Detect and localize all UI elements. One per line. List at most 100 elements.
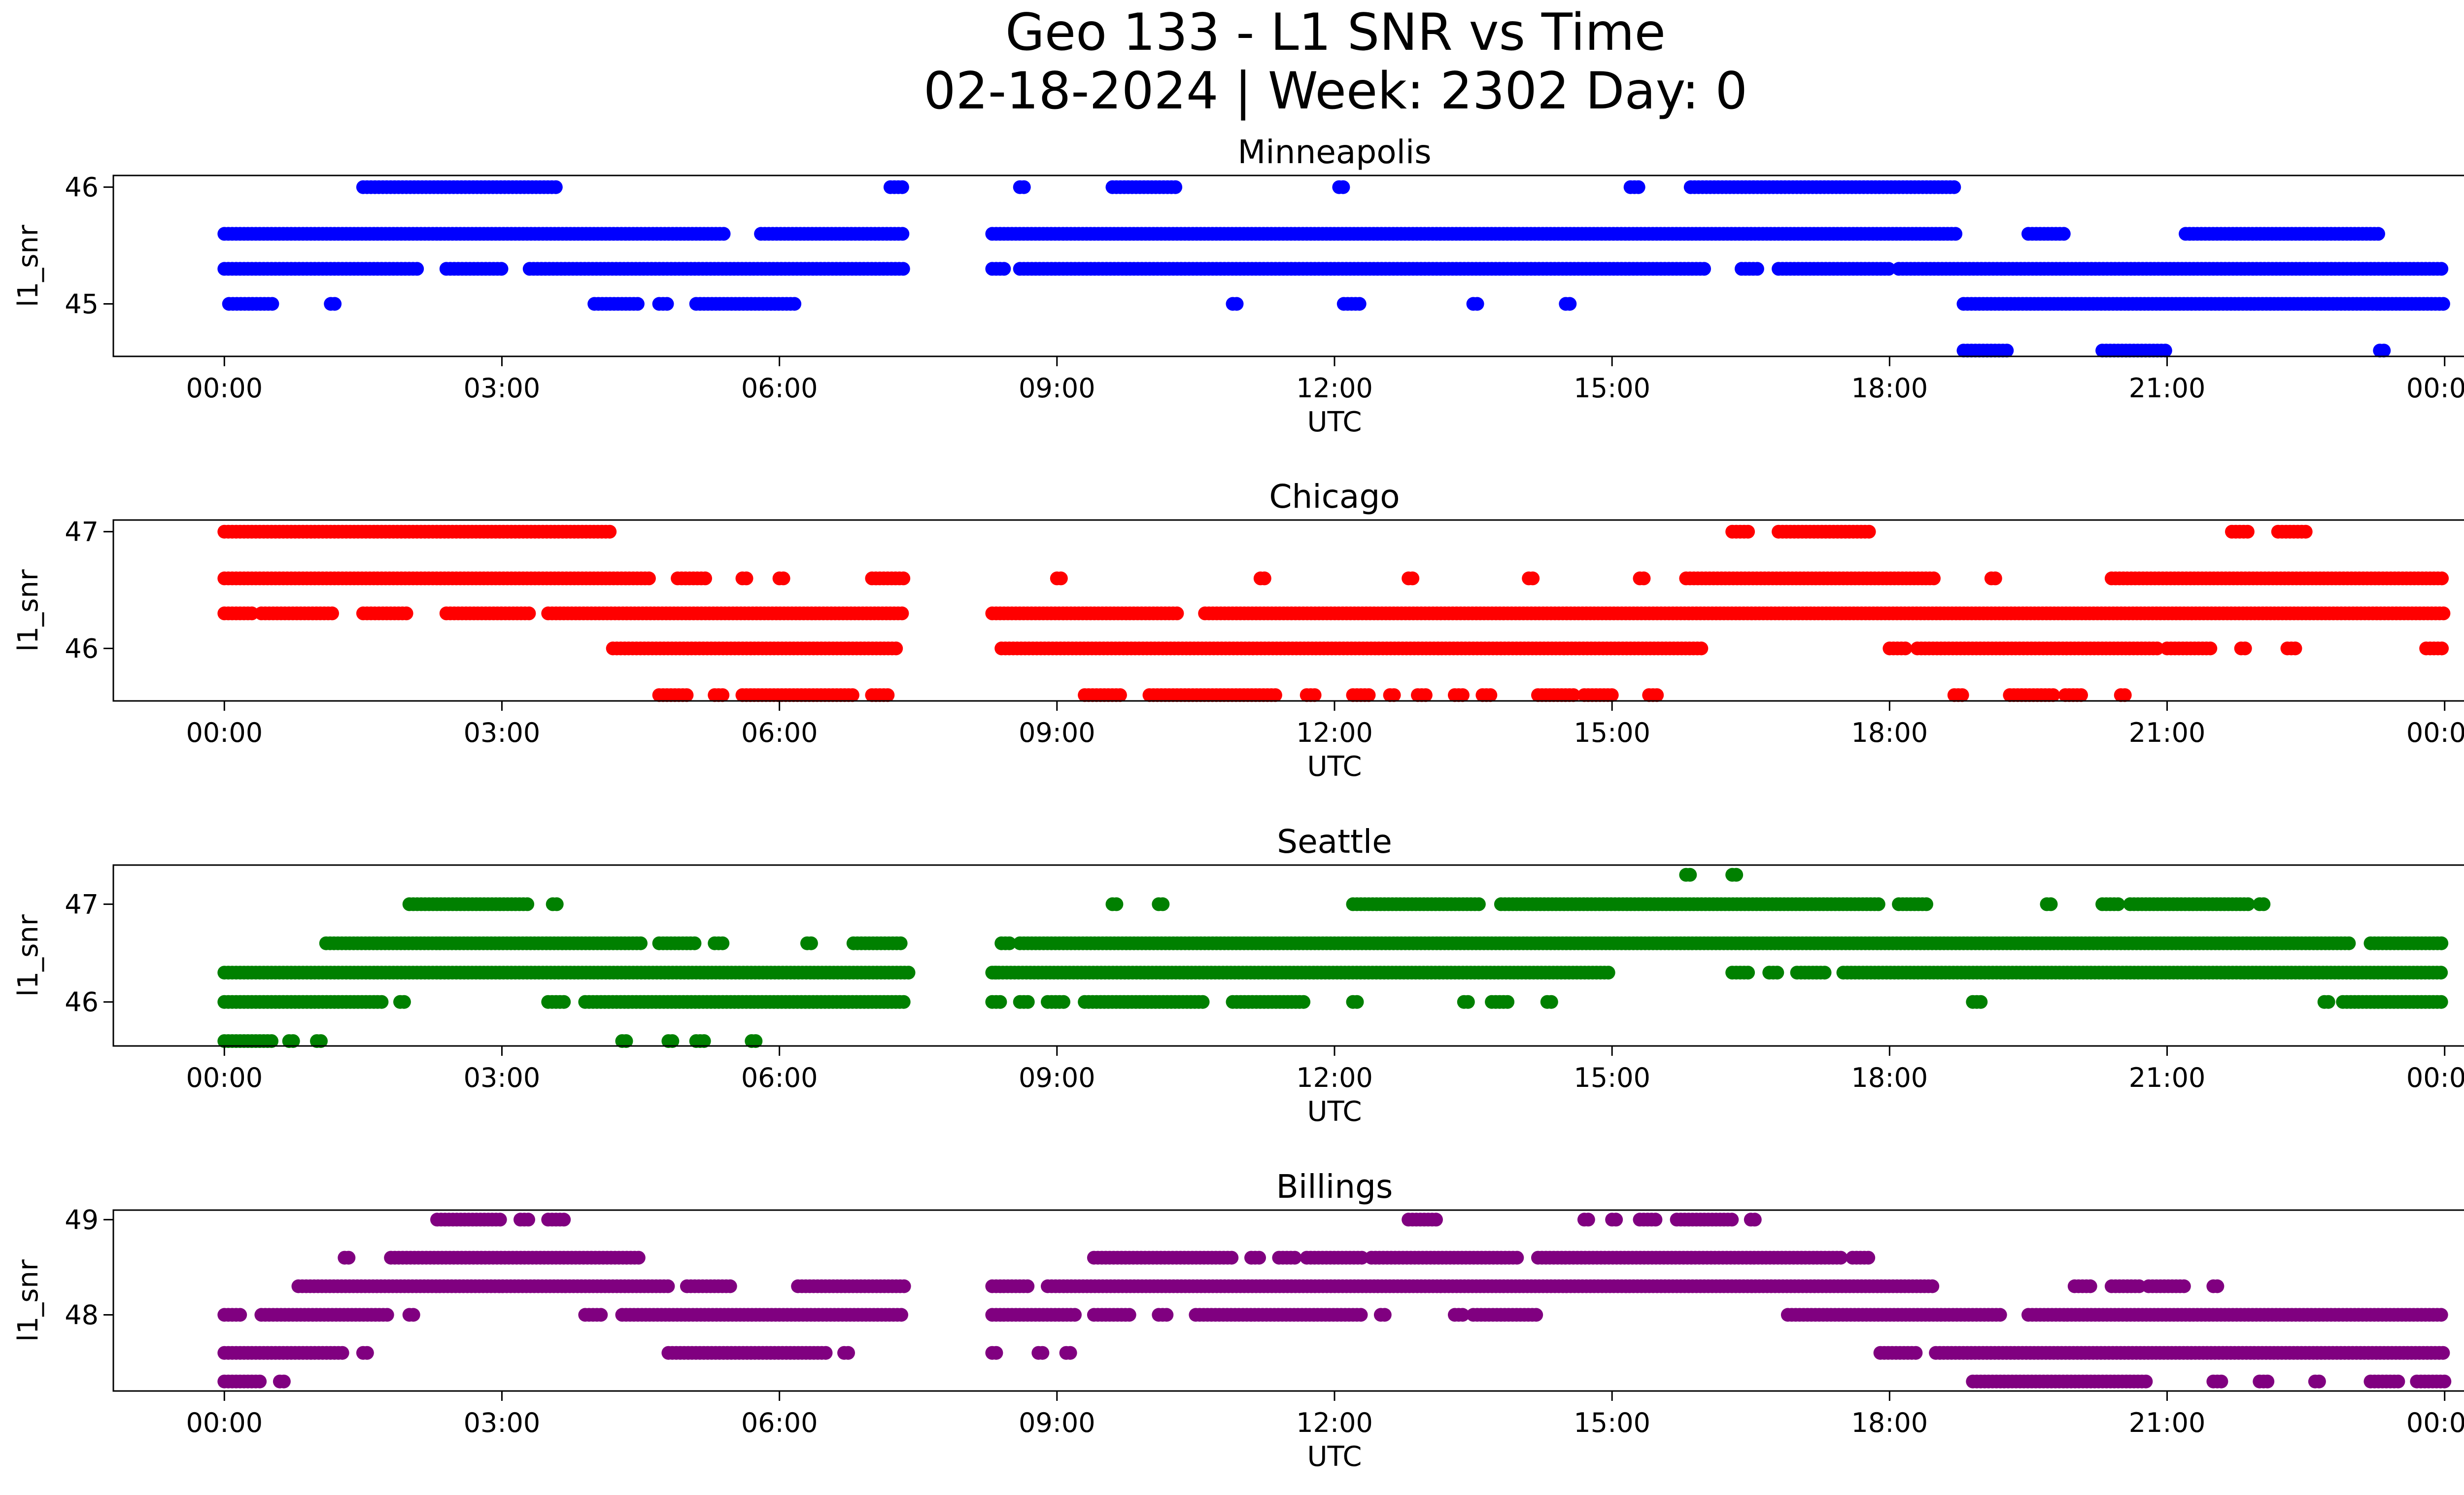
- data-point: [687, 936, 702, 950]
- data-point: [2434, 995, 2448, 1009]
- data-point: [2435, 641, 2449, 656]
- data-point: [723, 1279, 737, 1293]
- data-point: [1605, 688, 1619, 702]
- billings-points: [217, 1213, 2452, 1389]
- data-point: [2056, 227, 2071, 241]
- data-point: [1581, 1213, 1595, 1227]
- data-point: [1650, 688, 1664, 702]
- data-point: [1168, 180, 1183, 194]
- y-tick-label: 47: [65, 889, 99, 920]
- data-point: [2298, 524, 2313, 539]
- y-tick-label: 46: [65, 987, 99, 1018]
- data-point: [1017, 180, 1031, 194]
- data-point: [1770, 966, 1784, 980]
- data-point: [2434, 966, 2448, 980]
- data-point: [1021, 1279, 1035, 1293]
- data-point: [2238, 641, 2252, 656]
- data-point: [1288, 1251, 1302, 1265]
- data-point: [896, 262, 910, 276]
- data-point: [787, 297, 802, 311]
- data-point: [889, 641, 903, 656]
- data-point: [1268, 688, 1282, 702]
- figure-title-line2: 02-18-2024 | Week: 2302 Day: 0: [924, 62, 1747, 121]
- data-point: [399, 606, 413, 621]
- data-point: [997, 262, 1011, 276]
- data-point: [1955, 688, 1969, 702]
- data-point: [1725, 1213, 1739, 1227]
- data-point: [804, 936, 818, 950]
- data-point: [1307, 688, 1322, 702]
- data-point: [1021, 995, 1035, 1009]
- data-point: [2436, 297, 2450, 311]
- data-point: [1113, 688, 1127, 702]
- data-point: [1882, 262, 1896, 276]
- data-point: [897, 1279, 911, 1293]
- x-tick-label: 21:00: [2129, 373, 2206, 404]
- data-point: [2342, 936, 2356, 950]
- data-point: [1230, 297, 1244, 311]
- data-point: [1526, 571, 1540, 586]
- chicago-y-axis-label: l1_snr: [12, 569, 44, 652]
- data-point: [1501, 995, 1515, 1009]
- data-point: [642, 571, 656, 586]
- figure-title-line1: Geo 133 - L1 SNR vs Time: [1005, 3, 1666, 62]
- x-tick-label: 06:00: [741, 1062, 818, 1093]
- data-point: [1257, 571, 1271, 586]
- data-point: [1544, 995, 1558, 1009]
- data-point: [896, 571, 911, 586]
- data-point: [1683, 868, 1697, 882]
- data-point: [716, 936, 730, 950]
- data-point: [1405, 571, 1420, 586]
- data-point: [265, 297, 279, 311]
- data-point: [603, 524, 617, 539]
- y-tick-label: 45: [65, 288, 99, 319]
- data-point: [1601, 966, 1615, 980]
- data-point: [661, 1279, 675, 1293]
- data-point: [1470, 297, 1484, 311]
- data-point: [2377, 344, 2391, 358]
- data-point: [716, 688, 730, 702]
- x-tick-label: 12:00: [1296, 717, 1373, 748]
- data-point: [1109, 897, 1124, 911]
- data-point: [893, 936, 908, 950]
- x-tick-label: 00:00: [186, 1062, 263, 1093]
- data-point: [1170, 606, 1184, 621]
- data-point: [557, 1213, 571, 1227]
- data-point: [2158, 344, 2172, 358]
- x-tick-label: 00:00: [2406, 373, 2464, 404]
- data-point: [375, 995, 389, 1009]
- data-point: [1472, 897, 1486, 911]
- x-tick-label: 09:00: [1019, 717, 1095, 748]
- data-point: [520, 897, 535, 911]
- x-tick-label: 15:00: [1574, 717, 1650, 748]
- data-point: [1898, 641, 1913, 656]
- data-point: [1949, 227, 1963, 241]
- x-tick-label: 18:00: [1851, 1062, 1928, 1093]
- data-point: [630, 297, 645, 311]
- data-point: [901, 966, 916, 980]
- data-point: [1483, 688, 1498, 702]
- data-point: [895, 227, 910, 241]
- data-point: [698, 571, 712, 586]
- data-point: [1225, 1251, 1239, 1265]
- data-point: [325, 606, 339, 621]
- data-point: [1631, 180, 1645, 194]
- data-point: [493, 1213, 507, 1227]
- data-point: [1919, 897, 1933, 911]
- data-point: [1297, 995, 1311, 1009]
- data-point: [2436, 606, 2451, 621]
- seattle-axes-frame: [112, 864, 2464, 1047]
- x-tick-label: 15:00: [1574, 1062, 1650, 1093]
- x-tick-label: 06:00: [741, 373, 818, 404]
- data-point: [1697, 262, 1711, 276]
- data-point: [2288, 641, 2302, 656]
- data-point: [521, 1213, 535, 1227]
- data-point: [2046, 688, 2060, 702]
- data-point: [2111, 897, 2125, 911]
- data-point: [1729, 868, 1744, 882]
- data-point: [1609, 1213, 1623, 1227]
- data-point: [1861, 1251, 1876, 1265]
- data-point: [522, 606, 536, 621]
- data-point: [1750, 262, 1764, 276]
